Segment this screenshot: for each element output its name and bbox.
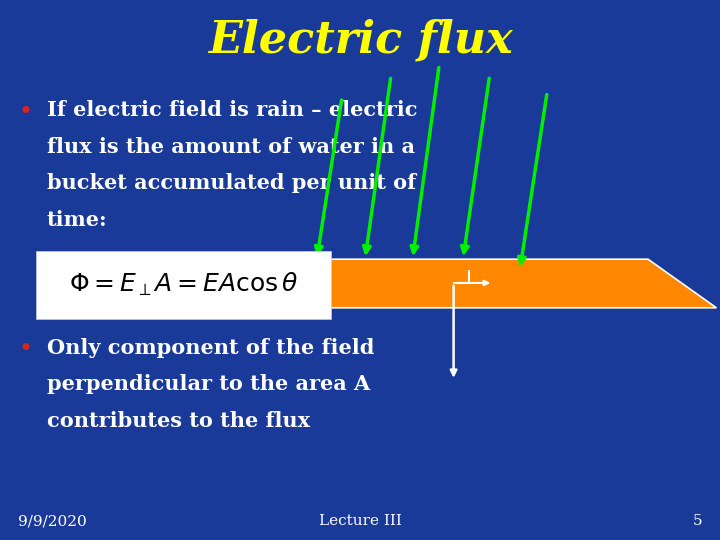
Text: •: • (18, 338, 32, 361)
Polygon shape (245, 259, 716, 308)
Text: If electric field is rain – electric: If electric field is rain – electric (47, 100, 418, 120)
Text: 5: 5 (693, 514, 702, 528)
FancyBboxPatch shape (36, 251, 331, 319)
Text: perpendicular to the area A: perpendicular to the area A (47, 374, 370, 394)
Text: Lecture III: Lecture III (318, 514, 402, 528)
Text: time:: time: (47, 210, 107, 230)
Text: Electric flux: Electric flux (207, 19, 513, 62)
Text: Only component of the field: Only component of the field (47, 338, 374, 357)
Text: contributes to the flux: contributes to the flux (47, 411, 310, 431)
Text: bucket accumulated per unit of: bucket accumulated per unit of (47, 173, 416, 193)
Text: flux is the amount of water in a: flux is the amount of water in a (47, 137, 415, 157)
Text: 9/9/2020: 9/9/2020 (18, 514, 86, 528)
Text: $\Phi = E_{\perp}A = EA\cos\theta$: $\Phi = E_{\perp}A = EA\cos\theta$ (69, 271, 298, 299)
Text: •: • (18, 100, 32, 124)
